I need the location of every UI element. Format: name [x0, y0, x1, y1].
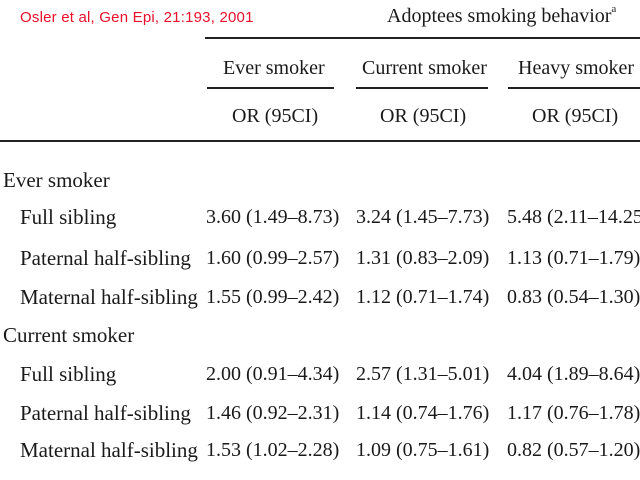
table-cell: 2.00 (0.91–4.34) — [206, 363, 340, 385]
citation-text: Osler et al, Gen Epi, 21:193, 2001 — [20, 9, 254, 26]
column-header-ever-smoker: Ever smoker — [223, 57, 325, 79]
subheader-or-ever: OR (95CI) — [232, 105, 319, 127]
row-label: Full sibling — [20, 362, 117, 386]
row-label: Maternal half-sibling — [20, 438, 198, 462]
group-header-rule — [205, 37, 640, 39]
column-rule-ever — [207, 87, 334, 89]
table-cell: 1.14 (0.74–1.76) — [356, 402, 490, 424]
table-cell: 0.82 (0.57–1.20) — [507, 439, 640, 461]
subheader-or-heavy: OR (95CI) — [532, 105, 619, 127]
row-label: Maternal half-sibling — [20, 285, 198, 309]
table-cell: 4.04 (1.89–8.64) — [507, 363, 640, 385]
group-header: Adoptees smoking behaviora — [387, 3, 617, 27]
section-title-current-smoker: Current smoker — [3, 323, 135, 347]
table-cell: 1.31 (0.83–2.09) — [356, 247, 490, 269]
table-cell: 1.46 (0.92–2.31) — [206, 402, 340, 424]
table-cell: 3.24 (1.45–7.73) — [356, 206, 490, 228]
table-cell: 1.17 (0.76–1.78) — [507, 402, 640, 424]
table-cell: 3.60 (1.49–8.73) — [206, 206, 340, 228]
table-cell: 2.57 (1.31–5.01) — [356, 363, 490, 385]
row-label: Paternal half-sibling — [20, 401, 191, 425]
table-cell: 5.48 (2.11–14.25) — [507, 206, 640, 228]
table-cell: 1.55 (0.99–2.42) — [206, 286, 340, 308]
column-header-heavy-smoker: Heavy smoker — [518, 57, 635, 79]
column-rule-heavy — [508, 87, 640, 89]
table-cell: 1.53 (1.02–2.28) — [206, 439, 340, 461]
table-cell: 1.12 (0.71–1.74) — [356, 286, 490, 308]
subheader-or-current: OR (95CI) — [380, 105, 467, 127]
table-cell: 1.13 (0.71–1.79) — [507, 247, 640, 269]
column-rule-current — [356, 87, 488, 89]
table-cell: 0.83 (0.54–1.30) — [507, 286, 640, 308]
column-header-current-smoker: Current smoker — [362, 57, 487, 79]
table-cell: 1.60 (0.99–2.57) — [206, 247, 340, 269]
group-header-label: Adoptees smoking behavior — [387, 5, 612, 27]
group-header-footnote: a — [611, 3, 617, 16]
row-label: Paternal half-sibling — [20, 246, 191, 270]
table-cell: 1.09 (0.75–1.61) — [356, 439, 490, 461]
header-bottom-rule — [0, 140, 640, 142]
section-title-ever-smoker: Ever smoker — [3, 168, 110, 192]
row-label: Full sibling — [20, 205, 117, 229]
